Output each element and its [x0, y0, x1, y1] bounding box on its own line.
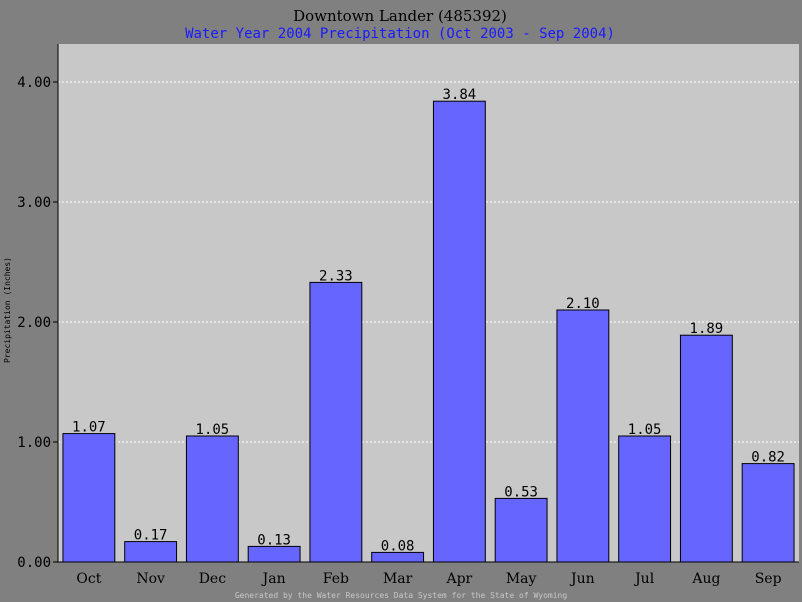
bar-apr — [432, 100, 486, 563]
bars — [62, 100, 795, 563]
value-label: 0.82 — [751, 450, 785, 466]
bar-sep — [741, 463, 795, 563]
value-labels: 1.07 0.17 1.05 0.13 2.33 0.08 3.84 0.53 2.10 1.05… — [72, 87, 785, 554]
bar-dec — [185, 435, 239, 563]
x-axis: Oct Nov Dec Jan Feb Mar Apr May Jun Jul Aug Sep — [58, 561, 799, 587]
value-label: 1.89 — [690, 321, 724, 337]
value-label: 0.53 — [504, 484, 538, 500]
x-tick-label: Nov — [136, 571, 165, 587]
bar-jan — [247, 545, 301, 563]
footer-credit: Generated by the Water Resources Data Sy… — [235, 591, 568, 600]
x-tick-label: Jun — [569, 571, 595, 587]
value-label: 1.05 — [196, 422, 230, 438]
x-tick-label: Apr — [445, 571, 472, 587]
x-tick-label: Jan — [261, 571, 286, 587]
value-label: 1.05 — [628, 422, 662, 438]
bar-aug — [679, 334, 733, 563]
x-tick-label: Dec — [199, 571, 227, 587]
x-tick-label: Oct — [76, 571, 101, 587]
y-tick-label: 4.00 — [17, 75, 51, 91]
value-label: 2.33 — [319, 268, 353, 284]
x-tick-label: Sep — [755, 571, 782, 587]
chart-subtitle: Water Year 2004 Precipitation (Oct 2003 … — [185, 26, 615, 42]
y-tick-label: 3.00 — [17, 195, 51, 211]
value-label: 0.13 — [257, 532, 291, 548]
bar-nov — [124, 541, 178, 563]
bar-jul — [618, 435, 672, 563]
x-tick-label: Mar — [383, 571, 413, 587]
y-tick-label: 1.00 — [17, 435, 51, 451]
chart-title: Downtown Lander (485392) — [293, 7, 507, 25]
value-label: 0.17 — [134, 528, 168, 544]
y-axis-label: Precipitation (Inches) — [3, 257, 12, 363]
y-tick-label: 2.00 — [17, 315, 51, 331]
bar-jun — [556, 309, 610, 563]
value-label: 3.84 — [443, 87, 477, 103]
value-label: 1.07 — [72, 420, 106, 436]
bar-may — [494, 497, 548, 563]
grid-lines — [58, 81, 799, 443]
x-tick-label: Aug — [691, 571, 720, 587]
bar-feb — [309, 281, 363, 563]
x-tick-label: May — [506, 571, 537, 587]
x-tick-label: Feb — [323, 571, 349, 587]
x-tick-label: Jul — [633, 571, 655, 587]
y-axis: 0.00 1.00 2.00 3.00 4.00 — [17, 44, 59, 571]
y-tick-label: 0.00 — [17, 555, 51, 571]
value-label: 0.08 — [381, 538, 415, 554]
plot-area — [58, 44, 799, 562]
bar-oct — [62, 433, 116, 563]
value-label: 2.10 — [566, 296, 600, 312]
